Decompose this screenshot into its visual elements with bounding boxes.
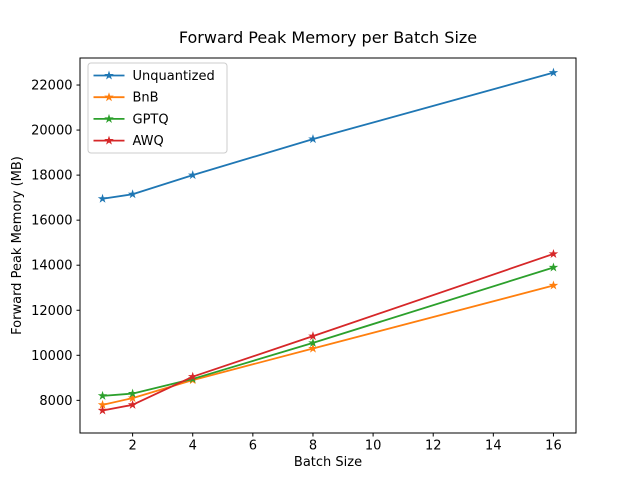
- legend-item-unquantized: Unquantized: [93, 69, 215, 84]
- y-tick-label: 14000: [31, 259, 72, 274]
- series-line: [101, 253, 555, 412]
- legend-star-marker: [104, 70, 114, 80]
- star-marker: [308, 331, 318, 341]
- y-tick-label: 8000: [39, 394, 72, 409]
- star-marker: [187, 170, 198, 180]
- y-tick-label: 18000: [31, 169, 72, 184]
- legend-label: Unquantized: [133, 69, 215, 84]
- star-marker: [127, 388, 138, 398]
- plot-border: [79, 57, 577, 434]
- star-marker: [187, 371, 198, 381]
- x-tick-label: 2: [128, 439, 136, 454]
- legend-star-marker: [104, 135, 114, 145]
- star-marker: [548, 67, 559, 77]
- star-marker: [97, 405, 108, 415]
- y-axis-label: Forward Peak Memory (MB): [10, 156, 25, 335]
- legend-item-gptq: GPTQ: [93, 112, 169, 127]
- chart-title: Forward Peak Memory per Batch Size: [179, 28, 477, 47]
- star-marker: [548, 248, 559, 258]
- y-tick-label: 22000: [31, 79, 72, 94]
- legend-item-bnb: BnB: [93, 91, 159, 106]
- star-marker: [548, 280, 559, 290]
- series: [97, 67, 559, 415]
- y-tick-label: 20000: [31, 124, 72, 139]
- legend-star-marker: [104, 92, 114, 102]
- x-tick-label: 6: [249, 439, 257, 454]
- x-tick-label: 14: [485, 439, 502, 454]
- y-tick-label: 10000: [31, 349, 72, 364]
- x-axis-label: Batch Size: [294, 455, 362, 470]
- legend-frame: [87, 62, 228, 154]
- x-tick-label: 12: [425, 439, 442, 454]
- star-marker: [127, 189, 138, 199]
- star-marker: [97, 399, 108, 409]
- star-marker: [127, 393, 138, 403]
- star-marker: [308, 343, 318, 353]
- star-marker: [548, 262, 559, 272]
- y-tick-label: 12000: [31, 304, 72, 319]
- x-tick-label: 4: [189, 439, 197, 454]
- legend-star-marker: [104, 113, 114, 123]
- legend: Unquantized BnB GPTQ AWQ: [87, 62, 228, 154]
- x-tick-label: 16: [545, 439, 562, 454]
- x-tick-label: 10: [365, 439, 382, 454]
- legend-label: AWQ: [133, 134, 164, 149]
- series-awq: [97, 248, 559, 415]
- legend-label: GPTQ: [133, 112, 169, 127]
- y-tick-label: 16000: [31, 214, 72, 229]
- star-marker: [97, 390, 108, 400]
- axes: 2 4 6 8 10 12 14 16 8000 10000 12000 14000 16000 1800…: [31, 57, 577, 454]
- x-tick-label: 8: [309, 439, 317, 454]
- series-unquantized: [97, 67, 559, 203]
- star-marker: [127, 399, 138, 409]
- star-marker: [308, 337, 318, 347]
- star-marker: [308, 134, 318, 144]
- star-marker: [97, 193, 108, 203]
- legend-label: BnB: [133, 91, 159, 106]
- legend-item-awq: AWQ: [93, 134, 164, 149]
